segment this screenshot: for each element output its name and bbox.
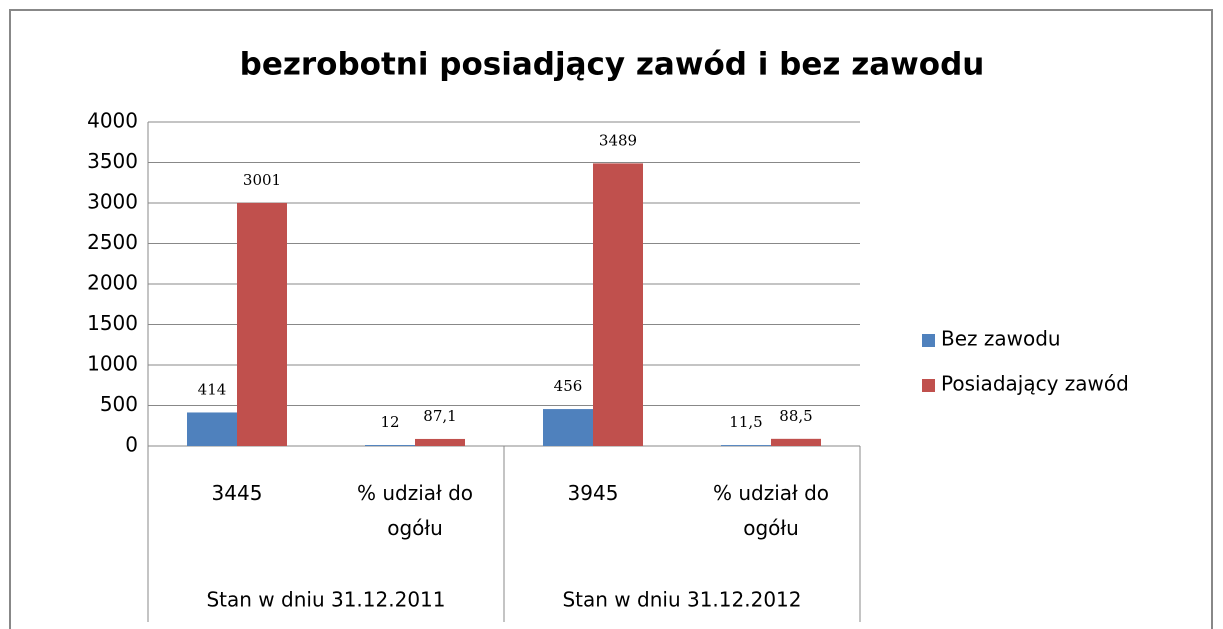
x-tick-label: % udział do ogółu bbox=[356, 481, 473, 540]
bar bbox=[771, 438, 821, 446]
y-tick-label: 500 bbox=[100, 392, 138, 416]
value-label: 3489 bbox=[599, 131, 637, 149]
y-tick-label: 2500 bbox=[87, 230, 138, 254]
value-label: 12 bbox=[380, 413, 399, 431]
group-label: Stan w dniu 31.12.2012 bbox=[562, 588, 801, 612]
value-label: 11,5 bbox=[729, 413, 762, 431]
bar bbox=[593, 163, 643, 447]
legend-label: Posiadający zawód bbox=[941, 372, 1129, 396]
bar bbox=[187, 412, 237, 446]
y-tick-label: 1000 bbox=[87, 352, 138, 376]
x-tick-label: 3445 bbox=[211, 481, 263, 505]
bar bbox=[365, 445, 415, 446]
bar bbox=[415, 438, 465, 446]
y-tick-label: 0 bbox=[125, 433, 138, 457]
value-label: 88,5 bbox=[779, 407, 812, 425]
value-label: 456 bbox=[554, 377, 583, 395]
value-label: 87,1 bbox=[423, 407, 456, 425]
bar bbox=[237, 202, 287, 446]
x-tick-label: 3945 bbox=[567, 481, 619, 505]
y-tick-label: 2000 bbox=[87, 271, 138, 295]
value-label: 3001 bbox=[243, 171, 281, 189]
legend-label: Bez zawodu bbox=[941, 327, 1061, 351]
y-tick-label: 3000 bbox=[87, 190, 138, 214]
group-label: Stan w dniu 31.12.2011 bbox=[206, 588, 445, 612]
value-label: 414 bbox=[198, 380, 227, 398]
y-tick-label: 1500 bbox=[87, 311, 138, 335]
y-tick-label: 4000 bbox=[87, 109, 138, 133]
bar bbox=[721, 445, 771, 446]
legend-swatch bbox=[922, 379, 935, 392]
chart-title: bezrobotni posiadjący zawód i bez zawodu bbox=[240, 47, 985, 83]
legend-swatch bbox=[922, 334, 935, 347]
y-tick-label: 3500 bbox=[87, 149, 138, 173]
x-tick-label: % udział do ogółu bbox=[712, 481, 829, 540]
bar bbox=[543, 409, 593, 446]
